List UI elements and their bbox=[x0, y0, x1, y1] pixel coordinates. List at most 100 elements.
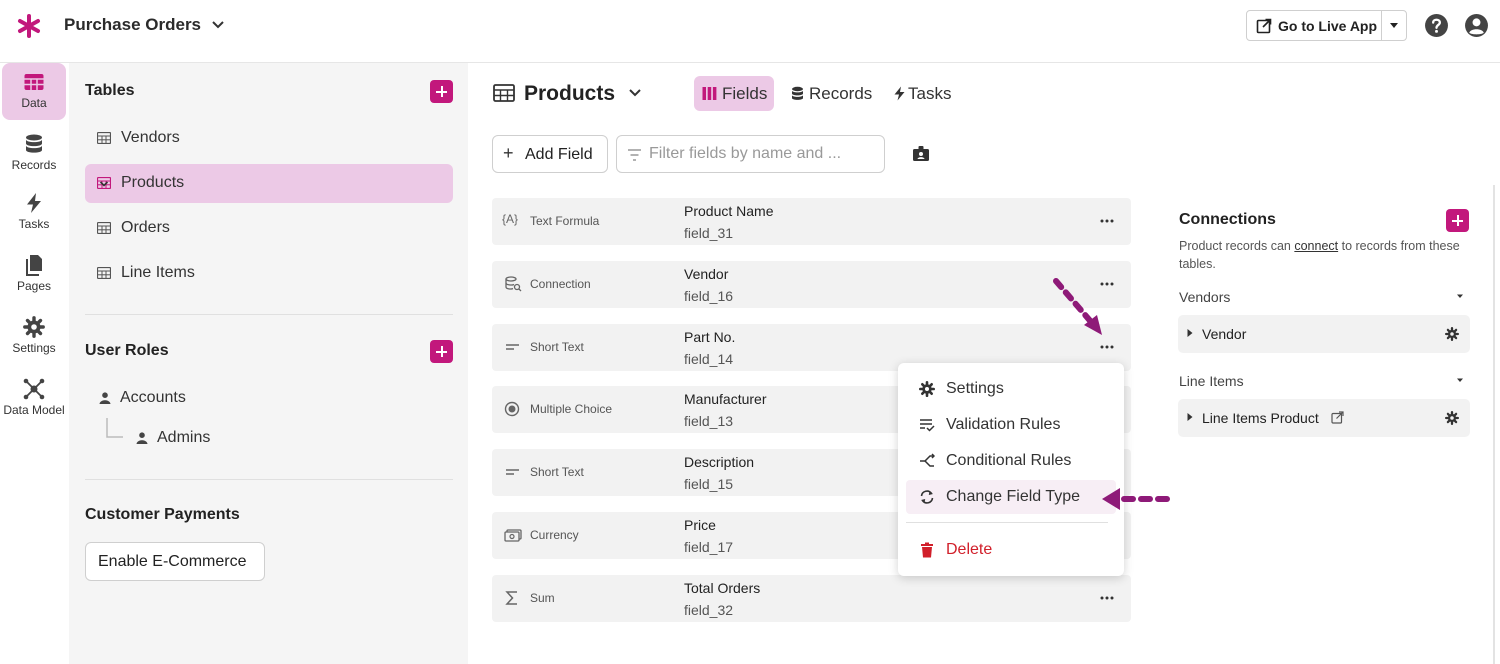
chevron-down-icon[interactable] bbox=[209, 16, 227, 34]
add-field-button[interactable]: + Add Field bbox=[492, 135, 608, 173]
annotation-arrow-icon bbox=[1102, 488, 1175, 510]
connection-row[interactable]: Vendor bbox=[1178, 315, 1470, 353]
short-text-icon bbox=[506, 344, 519, 350]
plus-icon: + bbox=[503, 143, 514, 163]
user-icon bbox=[99, 392, 111, 404]
field-row[interactable]: Sum Total Orders field_32 bbox=[492, 575, 1131, 622]
rail-label: Data Model bbox=[3, 403, 65, 417]
sidebar-item-label: Line Items bbox=[121, 264, 195, 281]
caret-right-icon[interactable] bbox=[1186, 412, 1194, 422]
field-row[interactable]: Short Text Part No. field_14 bbox=[492, 324, 1131, 371]
tab-records[interactable]: Records bbox=[782, 76, 872, 111]
menu-item-conditional-rules[interactable]: Conditional Rules bbox=[906, 444, 1116, 478]
external-link-icon bbox=[1256, 18, 1272, 34]
field-type: Sum bbox=[530, 591, 555, 605]
sidebar-item-line-items[interactable]: Line Items bbox=[85, 254, 453, 293]
chevron-down-icon[interactable] bbox=[97, 177, 111, 191]
sidebar-item-products[interactable]: Products bbox=[85, 164, 453, 203]
user-icon bbox=[136, 432, 148, 444]
tab-label: Records bbox=[809, 84, 873, 103]
field-name: Price bbox=[684, 517, 716, 533]
filter-fields-input[interactable] bbox=[649, 144, 874, 164]
app-logo-icon[interactable] bbox=[17, 14, 41, 38]
sidebar-item-vendors[interactable]: Vendors bbox=[85, 119, 453, 158]
connection-name: Vendor bbox=[1202, 326, 1247, 342]
data-model-icon bbox=[23, 378, 45, 400]
role-accounts[interactable]: Accounts bbox=[120, 389, 186, 406]
field-name: Total Orders bbox=[684, 580, 761, 596]
filter-fields-input-wrapper[interactable] bbox=[616, 135, 885, 173]
field-type: Multiple Choice bbox=[530, 402, 613, 416]
page-title: Products bbox=[524, 82, 616, 105]
caret-down-icon[interactable] bbox=[1387, 18, 1401, 32]
field-name: Manufacturer bbox=[684, 391, 767, 407]
connection-icon bbox=[505, 276, 522, 292]
caret-down-icon[interactable] bbox=[1455, 291, 1465, 301]
add-table-button[interactable] bbox=[430, 80, 453, 103]
help-icon[interactable] bbox=[1424, 13, 1449, 38]
gear-icon[interactable] bbox=[1445, 327, 1459, 341]
role-admins[interactable]: Admins bbox=[157, 429, 211, 446]
conditional-rules-icon bbox=[920, 453, 935, 467]
field-options-menu: Settings Validation Rules Conditional Ru… bbox=[898, 363, 1124, 576]
field-type: Connection bbox=[530, 277, 591, 291]
sidebar-item-orders[interactable]: Orders bbox=[85, 209, 453, 248]
gear-icon bbox=[919, 381, 935, 397]
external-link-icon[interactable] bbox=[1331, 411, 1344, 424]
scrollbar[interactable] bbox=[1493, 185, 1495, 664]
field-name: Product Name bbox=[684, 203, 774, 219]
tab-tasks[interactable]: Tasks bbox=[884, 76, 964, 111]
menu-item-validation-rules[interactable]: Validation Rules bbox=[906, 408, 1116, 442]
caret-right-icon[interactable] bbox=[1186, 328, 1194, 338]
more-options-icon[interactable] bbox=[1099, 213, 1115, 229]
go-to-live-app-label: Go to Live App bbox=[1278, 18, 1378, 34]
user-account-icon[interactable] bbox=[1464, 13, 1489, 38]
more-options-icon[interactable] bbox=[1099, 276, 1115, 292]
rail-item-tasks[interactable]: Tasks bbox=[2, 184, 66, 241]
left-rail: Data Records Tasks Pages Setting bbox=[0, 63, 69, 664]
rail-item-settings[interactable]: Settings bbox=[2, 308, 66, 365]
menu-item-settings[interactable]: Settings bbox=[906, 372, 1116, 406]
add-user-role-button[interactable] bbox=[430, 340, 453, 363]
menu-item-delete[interactable]: Delete bbox=[906, 533, 1116, 567]
top-bar: Purchase Orders Go to Live App bbox=[0, 0, 1500, 63]
rail-item-pages[interactable]: Pages bbox=[2, 246, 66, 303]
connection-row[interactable]: Line Items Product bbox=[1178, 399, 1470, 437]
connections-heading: Connections bbox=[1179, 211, 1276, 228]
table-icon bbox=[493, 84, 515, 102]
table-icon bbox=[97, 222, 111, 234]
rail-item-data-model[interactable]: Data Model bbox=[2, 370, 66, 427]
connect-link[interactable]: connect bbox=[1294, 239, 1339, 253]
rail-label: Pages bbox=[16, 279, 52, 293]
add-connection-button[interactable] bbox=[1446, 209, 1469, 232]
rail-label: Data bbox=[21, 96, 47, 110]
id-badge-icon[interactable] bbox=[912, 145, 930, 163]
more-options-icon[interactable] bbox=[1099, 590, 1115, 606]
connection-group-heading: Line Items bbox=[1179, 373, 1244, 389]
tab-fields[interactable]: Fields bbox=[694, 76, 774, 111]
caret-down-icon[interactable] bbox=[1455, 375, 1465, 385]
multiple-choice-icon bbox=[504, 401, 520, 417]
rail-item-records[interactable]: Records bbox=[2, 125, 66, 182]
rail-item-data[interactable]: Data bbox=[2, 63, 66, 120]
validation-rules-icon bbox=[920, 419, 935, 432]
menu-item-change-field-type[interactable]: Change Field Type bbox=[906, 480, 1116, 514]
field-row[interactable]: {A} Text Formula Product Name field_31 bbox=[492, 198, 1131, 245]
field-type: Currency bbox=[530, 528, 579, 542]
main-content: Products Fields Records Tasks + Add Fiel… bbox=[468, 63, 1500, 664]
field-name: Description bbox=[684, 454, 755, 470]
menu-item-label: Settings bbox=[946, 380, 1004, 397]
database-icon bbox=[792, 86, 803, 100]
connections-description-text: Product records can bbox=[1179, 239, 1295, 253]
enable-ecommerce-button[interactable]: Enable E-Commerce bbox=[85, 542, 265, 581]
go-to-live-app-button[interactable]: Go to Live App bbox=[1246, 10, 1407, 41]
table-icon bbox=[24, 74, 44, 90]
bolt-icon bbox=[894, 86, 905, 101]
field-row[interactable]: Connection Vendor field_16 bbox=[492, 261, 1131, 308]
chevron-down-icon[interactable] bbox=[626, 84, 644, 102]
currency-icon bbox=[504, 529, 522, 542]
app-title[interactable]: Purchase Orders bbox=[64, 15, 202, 34]
sum-icon bbox=[505, 591, 517, 605]
more-options-icon[interactable] bbox=[1099, 339, 1115, 355]
gear-icon[interactable] bbox=[1445, 411, 1459, 425]
